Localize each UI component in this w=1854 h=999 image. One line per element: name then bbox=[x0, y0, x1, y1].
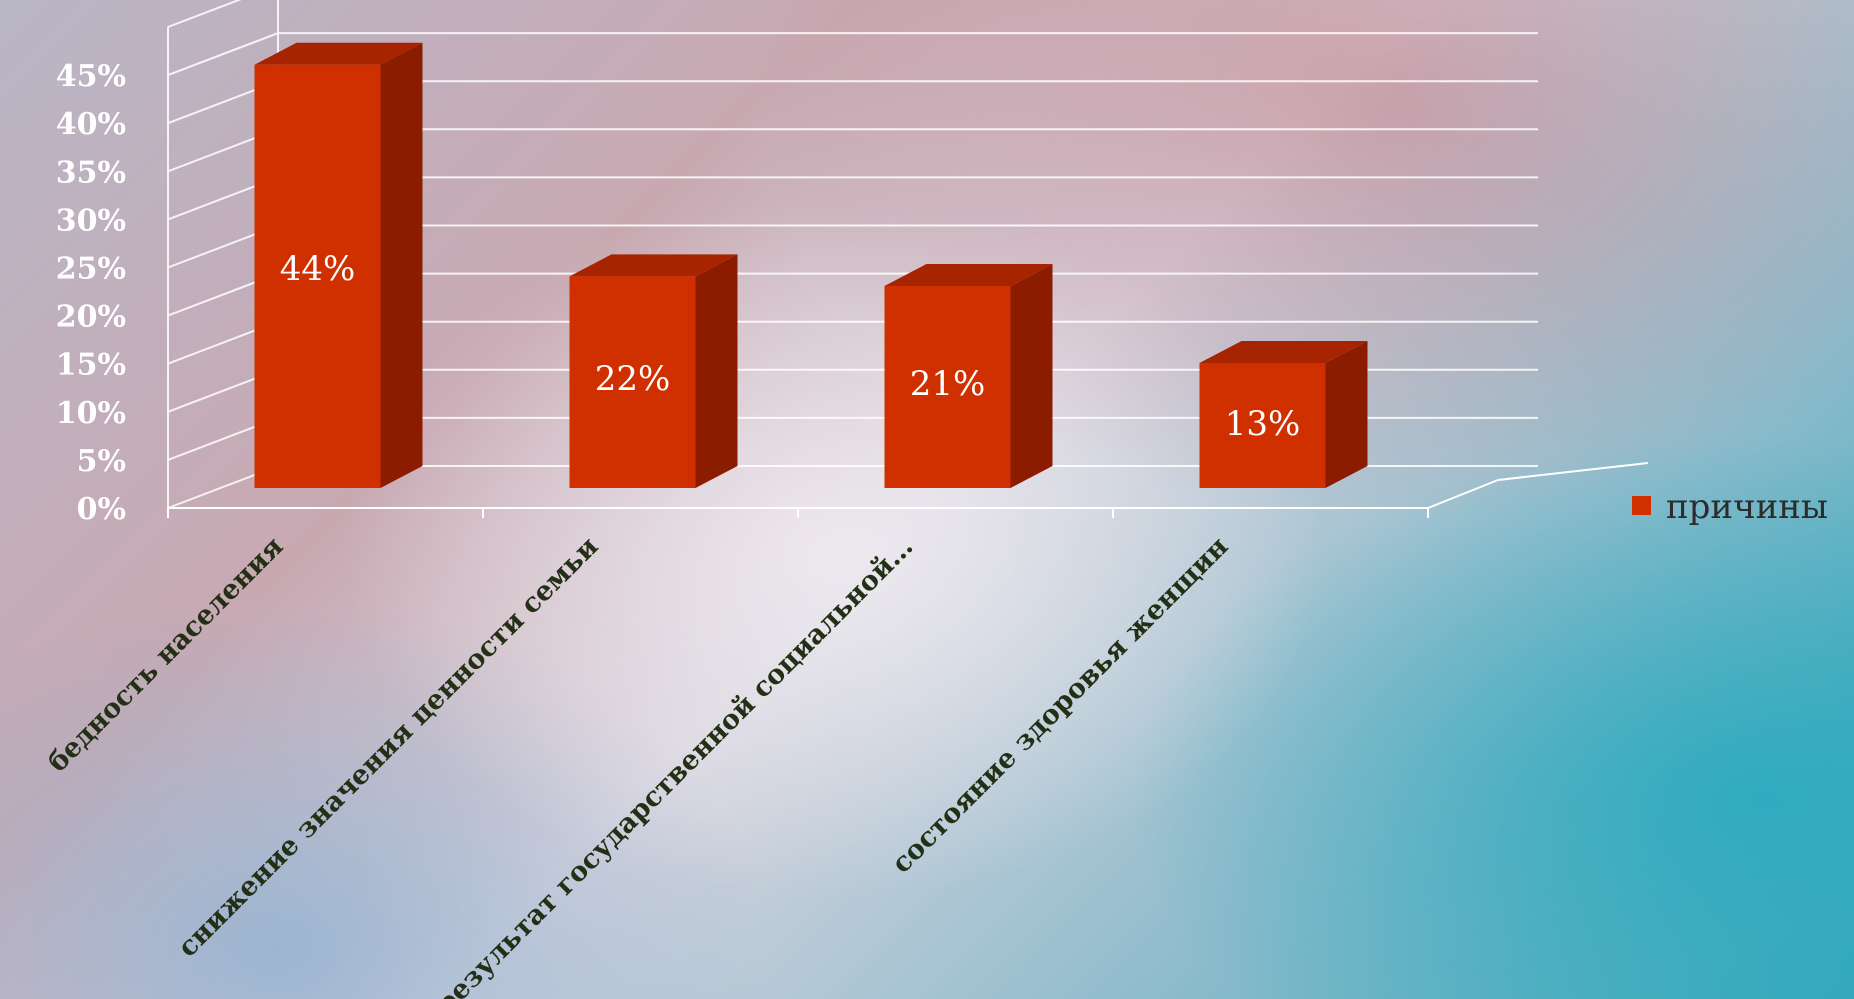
bar-top bbox=[1199, 340, 1368, 363]
data-label: 13% bbox=[1225, 404, 1301, 444]
bar-side bbox=[380, 42, 423, 488]
y-tick-label: 45% bbox=[56, 59, 126, 94]
gridline-depth bbox=[167, 32, 279, 77]
data-label: 21% bbox=[910, 364, 986, 404]
bar-top bbox=[569, 254, 738, 277]
bar bbox=[254, 42, 423, 488]
y-tick-label: 0% bbox=[77, 492, 126, 527]
legend-swatch bbox=[1632, 496, 1651, 515]
bar-side bbox=[695, 254, 738, 488]
bar-top bbox=[254, 42, 423, 65]
bar-side bbox=[1325, 340, 1368, 488]
bar-front bbox=[254, 64, 381, 488]
bar-front bbox=[884, 285, 1011, 488]
legend: причины bbox=[1632, 487, 1828, 527]
bar bbox=[569, 254, 738, 488]
bar bbox=[1199, 340, 1368, 488]
y-tick-label: 25% bbox=[56, 252, 126, 287]
legend-label: причины bbox=[1666, 487, 1828, 527]
y-tick-label: 15% bbox=[56, 348, 126, 383]
y-tick-label: 35% bbox=[56, 155, 126, 190]
bar-side bbox=[1010, 263, 1053, 488]
x-tick-label: результат государственной социальной… bbox=[430, 531, 919, 999]
x-tick-label: состояние здоровья женщин bbox=[886, 531, 1234, 879]
y-tick-label: 5% bbox=[77, 444, 126, 479]
y-tick-label: 30% bbox=[56, 203, 126, 238]
y-tick-label: 20% bbox=[56, 300, 126, 335]
data-label: 22% bbox=[595, 359, 671, 399]
bar-front bbox=[1199, 362, 1326, 488]
y-tick-label: 40% bbox=[56, 107, 126, 142]
bar-top bbox=[884, 263, 1053, 286]
x-tick-label: бедность населения bbox=[42, 531, 289, 778]
bar-front bbox=[569, 276, 696, 488]
y-tick-label: 10% bbox=[56, 396, 126, 431]
bar-layer bbox=[254, 42, 1368, 488]
bar bbox=[884, 263, 1053, 488]
floor-edge bbox=[1427, 479, 1499, 509]
gridline-depth bbox=[167, 0, 242, 28]
floor-edge bbox=[1497, 462, 1649, 481]
data-label: 44% bbox=[280, 249, 356, 289]
